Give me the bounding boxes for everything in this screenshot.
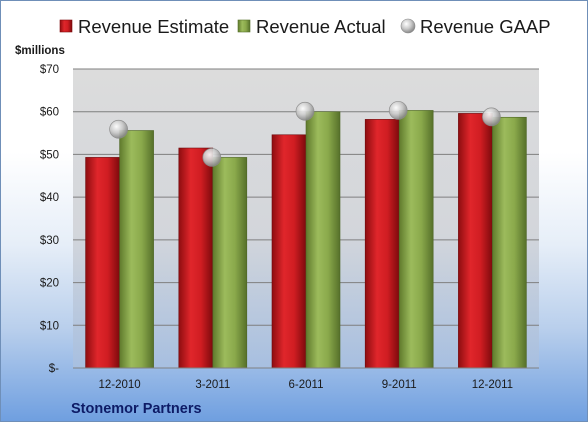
- marker-revenue-gaap: [109, 119, 128, 139]
- marker-revenue-gaap: [482, 107, 501, 127]
- y-tick-label: $70: [40, 64, 59, 76]
- bar-revenue-estimate: [178, 147, 214, 369]
- bar-revenue-estimate: [458, 113, 493, 369]
- bar-revenue-actual: [305, 111, 341, 369]
- legend: Revenue Estimate Revenue Actual Revenue …: [59, 16, 551, 37]
- y-axis-unit-label: $millions: [15, 45, 65, 57]
- y-tick-label: $-: [49, 363, 59, 375]
- y-tick-label: $50: [40, 149, 59, 161]
- legend-swatch-revenue-actual: [237, 19, 251, 33]
- y-tick-label: $10: [40, 320, 59, 332]
- legend-swatch-revenue-estimate: [59, 19, 73, 33]
- bar-revenue-actual: [119, 130, 154, 369]
- marker-revenue-gaap: [295, 101, 315, 121]
- x-tick-label: 12-2011: [472, 379, 513, 391]
- x-tick-label: 12-2010: [98, 379, 140, 391]
- bar-revenue-estimate: [271, 134, 307, 369]
- bars: [85, 110, 527, 369]
- legend-label-revenue-estimate: Revenue Estimate: [78, 16, 229, 37]
- legend-label-revenue-gaap: Revenue GAAP: [420, 16, 551, 37]
- bar-revenue-actual: [212, 157, 248, 369]
- bar-revenue-estimate: [85, 157, 120, 369]
- bar-revenue-actual: [398, 110, 434, 369]
- x-tick-label: 3-2011: [195, 379, 230, 391]
- y-tick-label: $20: [40, 278, 59, 290]
- x-axis-ticks: 12-2010 3-2011 6-2011 9-2011 12-2011: [98, 379, 513, 391]
- bar-revenue-actual: [492, 116, 527, 369]
- y-tick-label: $60: [40, 107, 59, 119]
- marker-revenue-gaap: [202, 148, 222, 167]
- y-tick-label: $30: [40, 235, 59, 247]
- gaap-markers: [109, 101, 501, 167]
- y-axis-ticks: $- $10 $20 $30 $40 $50 $60 $70: [40, 64, 59, 375]
- x-tick-label: 9-2011: [382, 379, 417, 391]
- company-name: Stonemor Partners: [71, 401, 202, 417]
- x-tick-label: 6-2011: [289, 379, 324, 391]
- marker-revenue-gaap: [388, 101, 408, 120]
- legend-label-revenue-actual: Revenue Actual: [256, 16, 386, 37]
- bar-revenue-estimate: [364, 119, 400, 369]
- legend-marker-revenue-gaap: [400, 18, 416, 34]
- y-tick-label: $40: [40, 192, 59, 204]
